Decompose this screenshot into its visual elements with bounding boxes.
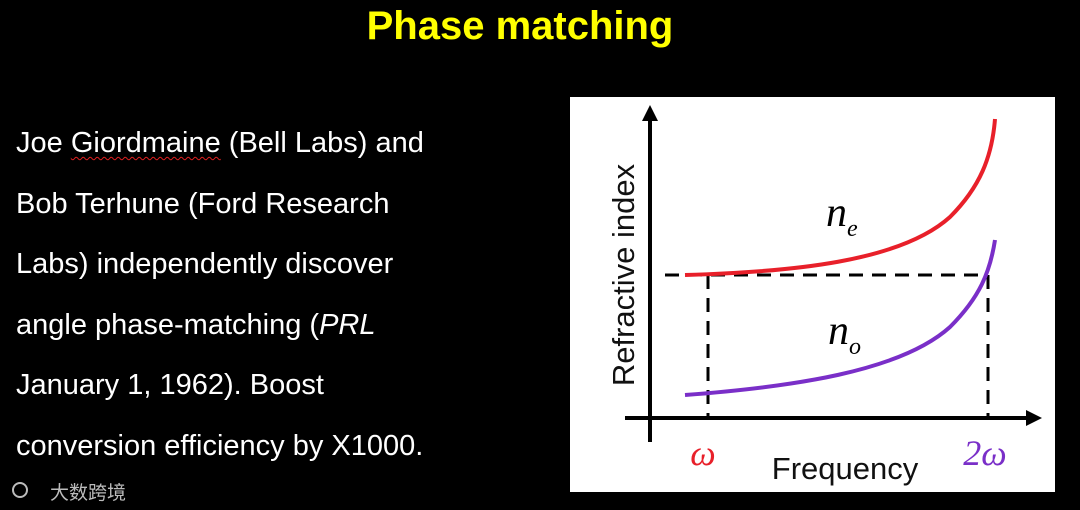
curve-label: ne bbox=[826, 190, 858, 242]
text: angle phase-matching ( bbox=[16, 308, 320, 341]
text: Joe bbox=[16, 127, 71, 159]
arrow bbox=[642, 105, 658, 121]
text: (Bell Labs) and bbox=[220, 127, 424, 159]
slide-title: Phase matching bbox=[366, 4, 674, 48]
diagram: ne no ω 2ω Frequency Refractive index bbox=[570, 97, 1055, 492]
line: conversion efficiency by X1000. bbox=[16, 421, 424, 482]
ne-curve bbox=[684, 118, 997, 277]
arrow bbox=[1026, 410, 1042, 426]
curve-label: no bbox=[828, 308, 861, 360]
line: Bob Terhune (Ford Research bbox=[16, 179, 424, 240]
no-curve bbox=[684, 239, 997, 397]
text: Giordmaine bbox=[70, 127, 221, 159]
x-mark: 2ω bbox=[963, 433, 1006, 473]
text: Labs) independently discover bbox=[16, 248, 394, 280]
text: Bob Terhune (Ford Research bbox=[16, 187, 390, 220]
x-axis-label: Frequency bbox=[772, 451, 919, 486]
body-text: Joe Giordmaine (Bell Labs) and Bob Terhu… bbox=[16, 118, 424, 481]
text: January 1, 1962). Boost bbox=[16, 369, 324, 401]
text: conversion efficiency by X1000. bbox=[16, 429, 424, 462]
line: January 1, 1962). Boost bbox=[16, 360, 424, 421]
watermark: 大数跨境 bbox=[50, 482, 127, 504]
x-mark: ω bbox=[690, 433, 715, 473]
logo bbox=[12, 482, 28, 498]
text: PRL bbox=[319, 308, 376, 341]
line: angle phase-matching (PRL bbox=[16, 300, 424, 361]
line: Labs) independently discover bbox=[16, 239, 424, 300]
y-axis-label: Refractive index bbox=[606, 163, 641, 386]
line: Joe Giordmaine (Bell Labs) and bbox=[16, 118, 424, 179]
